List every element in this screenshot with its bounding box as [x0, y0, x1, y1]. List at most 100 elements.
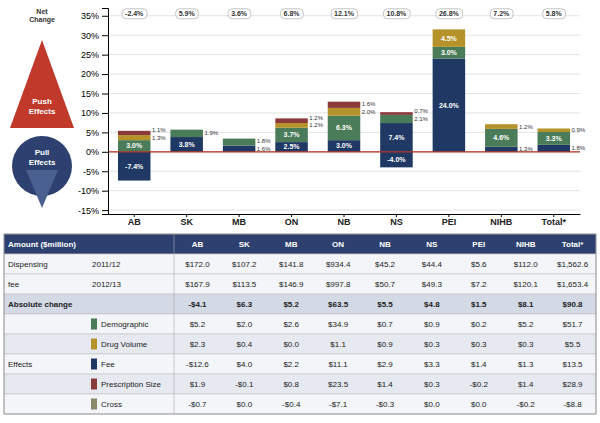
net-change-pill	[384, 9, 411, 19]
push-shape	[10, 40, 74, 128]
net-change-pill-group: 12.1%	[331, 9, 358, 19]
table-cell: $0.7	[377, 320, 393, 329]
table-cell: $0.3	[518, 340, 534, 349]
y-tick-label: 20%	[81, 69, 99, 79]
y-tick-label: 5%	[86, 128, 99, 138]
table-cell: -$4.1	[188, 300, 207, 309]
table-cell: -$0.2	[517, 400, 536, 409]
net-change-pill	[436, 9, 463, 19]
x-tick: NB	[338, 214, 351, 227]
data-label: 1.8%	[572, 145, 586, 151]
y-tick-mark	[102, 94, 108, 95]
table-cell: $172.0	[185, 260, 210, 269]
table-cell: $1,653.4	[557, 280, 589, 289]
data-label: 2.0%	[362, 109, 376, 115]
table-swatch	[91, 339, 97, 350]
table-cell: $50.7	[375, 280, 396, 289]
table-header: SK	[239, 240, 250, 249]
y-tick: -10%	[78, 186, 108, 196]
data-label: 1.3%	[519, 146, 533, 152]
data-label: 1.2%	[309, 122, 323, 128]
x-tick: AB	[128, 214, 141, 227]
table-cell: $90.8	[563, 300, 584, 309]
y-tick: 15%	[81, 89, 108, 99]
table-cell: $141.8	[279, 260, 304, 269]
bar-segment	[223, 139, 256, 146]
table-row	[4, 234, 596, 254]
y-tick-label: -10%	[78, 186, 99, 196]
table-cell: Demographic	[101, 320, 149, 329]
x-tick: SK	[180, 214, 193, 227]
bar-segment	[380, 115, 413, 123]
table-cell: $4.0	[237, 360, 253, 369]
table-cell: $0.9	[424, 320, 440, 329]
table-cell: Effects	[8, 360, 32, 369]
data-label: 3.3%	[546, 135, 563, 142]
y-tick-mark	[102, 35, 108, 36]
table-cell: Absolute change	[8, 300, 73, 309]
y-tick-mark	[102, 55, 108, 56]
table-row	[4, 374, 596, 394]
bar-segment	[380, 123, 413, 152]
table-cell: $7.2	[471, 280, 487, 289]
net-change: -2.4%5.9%3.6%6.8%12.1%10.8%26.8%7.2%5.8%	[122, 9, 565, 19]
zero-line	[108, 151, 580, 152]
net-change-label: 5.9%	[179, 10, 196, 17]
table-cell: $44.4	[422, 260, 443, 269]
table-cell: fee	[8, 280, 20, 289]
y-tick: -15%	[78, 205, 108, 215]
data-label: 1.9%	[204, 130, 218, 136]
bar-segment	[275, 118, 308, 123]
data-label: 1.6%	[362, 101, 376, 107]
table-cell: $0.0	[424, 400, 440, 409]
data-label: 3.0%	[126, 142, 143, 149]
table-cell: -$7.1	[329, 400, 348, 409]
net-change-label: 6.8%	[284, 10, 301, 17]
grid-line	[108, 93, 580, 94]
table-row	[4, 314, 596, 334]
table-cell: $146.9	[279, 280, 304, 289]
table-cell: $112.0	[514, 260, 538, 269]
y-tick-label: 10%	[81, 108, 99, 118]
table-cell: $6.3	[237, 300, 253, 309]
table-swatch	[91, 359, 97, 370]
y-tick-label: 35%	[81, 11, 99, 21]
table-cell: 2012/13	[92, 280, 121, 289]
table-cell: $1.9	[190, 380, 206, 389]
table-cell: -$8.8	[563, 400, 582, 409]
grid-line	[108, 210, 580, 211]
table-cell: $120.1	[513, 280, 538, 289]
table-cell: $1.4	[377, 380, 393, 389]
data-labels: 3.8%2.5%3.0%7.4%24.0%3.0%3.7%6.3%3.0%4.6…	[125, 35, 586, 170]
table-border	[4, 234, 596, 414]
x-tick: Total*	[542, 214, 567, 227]
net-change-label: 3.6%	[231, 10, 248, 17]
bar-segment	[485, 124, 518, 129]
bar-segment	[538, 132, 571, 145]
y-tick: 25%	[81, 50, 108, 60]
table-cell: Drug Volume	[101, 340, 148, 349]
bar-segment	[433, 29, 466, 46]
net-change-pill-group: 6.8%	[281, 9, 304, 19]
table-cell: $0.8	[283, 380, 299, 389]
grid-line	[108, 35, 580, 36]
x-tick-label: NS	[390, 217, 403, 227]
table-row	[4, 294, 596, 314]
table-cell: $5.2	[518, 320, 534, 329]
bar-segment	[275, 142, 308, 152]
table-cell: $2.6	[283, 320, 299, 329]
table-cell: Cross	[101, 400, 122, 409]
table-cell: $5.2	[283, 300, 299, 309]
table-row	[4, 274, 596, 294]
pull-shape	[26, 170, 58, 208]
bar-segment	[328, 140, 361, 152]
bar-segment	[275, 128, 308, 142]
table-cell: $45.2	[375, 260, 396, 269]
table-cell: $49.3	[422, 280, 443, 289]
table-cell: -$0.2	[470, 380, 489, 389]
table-cell: $2.2	[283, 360, 299, 369]
table-cell: Prescription Size	[101, 380, 162, 389]
table-cell: -$0.7	[188, 400, 207, 409]
bar-segment	[170, 130, 203, 137]
y-tick-label: -15%	[78, 205, 99, 215]
